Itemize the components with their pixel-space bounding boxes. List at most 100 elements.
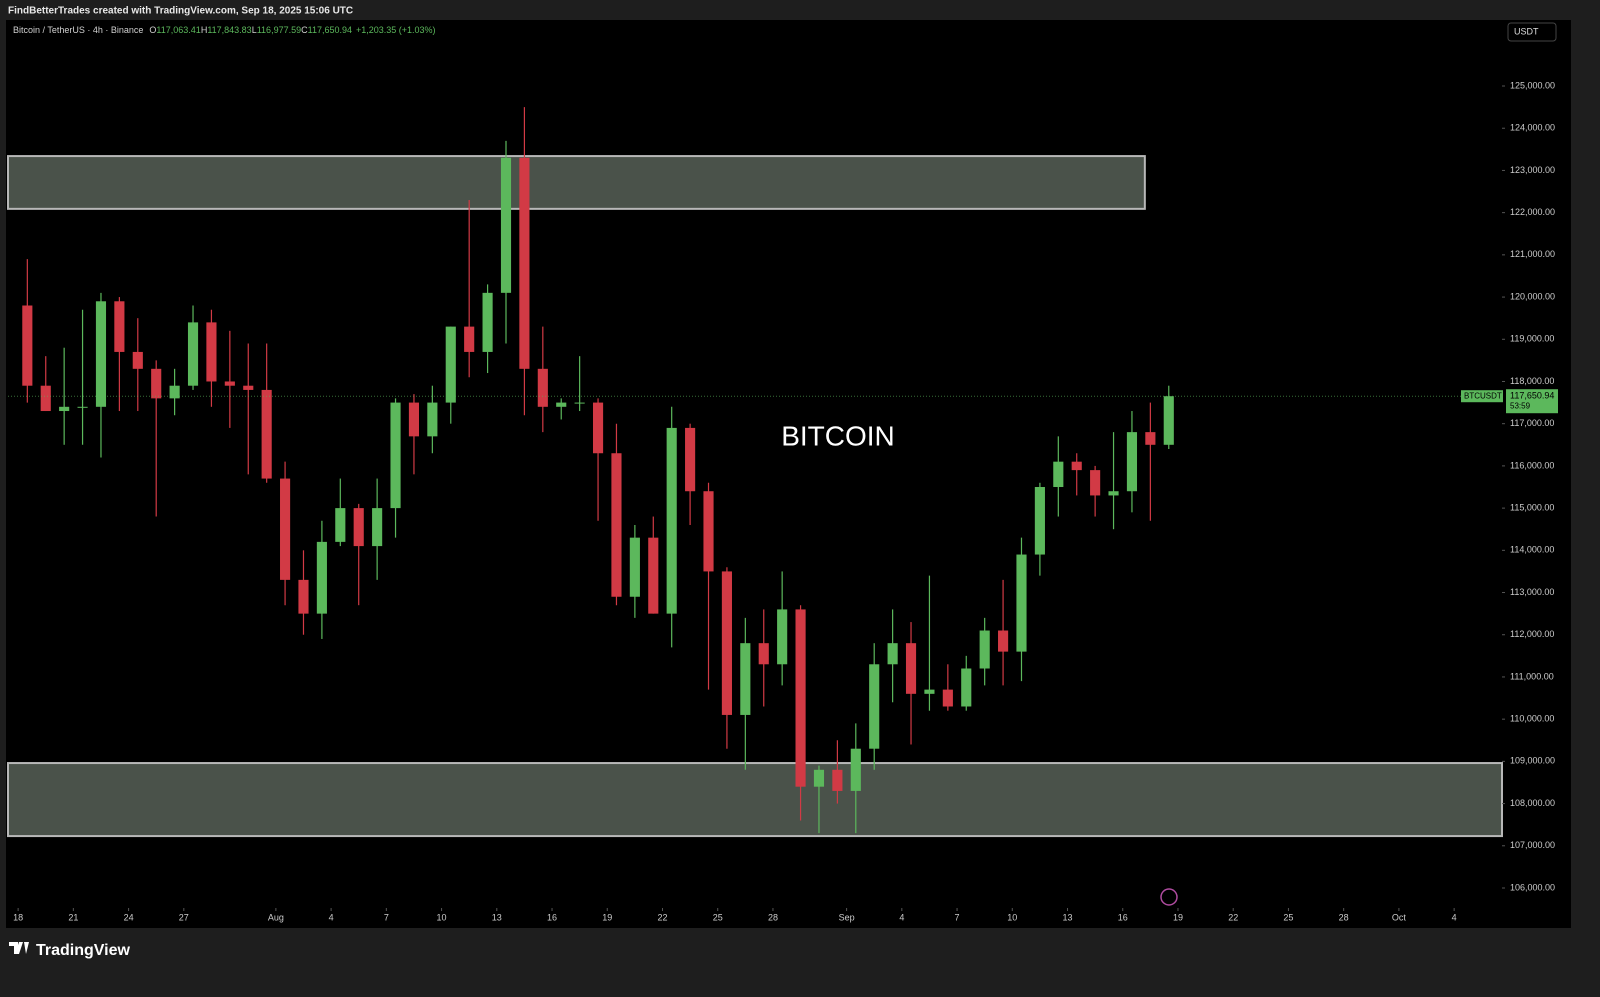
- price-box: [1506, 389, 1558, 414]
- candle-body: [151, 368, 162, 399]
- candle-body: [924, 689, 935, 694]
- candle-body: [206, 322, 217, 382]
- x-tick-label: 22: [657, 912, 667, 922]
- candle-body: [500, 157, 512, 293]
- currency: USDT: [1514, 26, 1539, 36]
- candle-body: [22, 305, 33, 386]
- candle-body: [721, 571, 732, 715]
- x-tick-label: 25: [713, 912, 723, 922]
- y-tick-label: 122,000.00: [1510, 207, 1555, 217]
- legend-text: Bitcoin / TetherUS · 4h · Binance O117,06…: [13, 25, 436, 35]
- y-tick-label: 115,000.00: [1510, 502, 1554, 512]
- x-tick-label: 22: [1228, 912, 1238, 922]
- candle-body: [408, 402, 420, 437]
- ohlc-key: O: [149, 25, 156, 35]
- y-tick-label: 113,000.00: [1510, 587, 1554, 597]
- candle-body: [224, 381, 235, 386]
- x-tick-label: 19: [1173, 912, 1183, 922]
- y-tick-label: 106,000.00: [1510, 882, 1555, 892]
- y-tick-label: 116,000.00: [1510, 460, 1554, 470]
- candle-body: [40, 385, 51, 412]
- y-tick-label: 120,000.00: [1510, 291, 1555, 301]
- candle-body: [353, 508, 364, 547]
- x-tick-label: 13: [1063, 912, 1073, 922]
- candle-body: [1126, 432, 1138, 492]
- zone: [7, 762, 1503, 838]
- candle-body: [1108, 491, 1119, 496]
- x-tick-label: Sep: [839, 912, 855, 922]
- candle-body: [1090, 470, 1101, 496]
- price-tag-bg: [1461, 390, 1503, 403]
- candle-body: [464, 326, 475, 352]
- candle-body: [813, 769, 825, 787]
- y-tick-label: 123,000.00: [1510, 165, 1555, 175]
- y-tick-label: 112,000.00: [1510, 629, 1554, 639]
- candle-body: [998, 630, 1009, 652]
- candle-body: [1016, 554, 1027, 652]
- countdown: 53:59: [1510, 401, 1531, 410]
- x-tick-label: 21: [68, 912, 78, 922]
- y-tick-label: 111,000.00: [1510, 671, 1554, 681]
- candle-body: [372, 508, 383, 547]
- x-tick-label: 4: [1452, 912, 1457, 922]
- candle-body: [519, 157, 530, 369]
- candle-body: [869, 664, 880, 749]
- x-tick-label: 27: [179, 912, 189, 922]
- y-tick-label: 124,000.00: [1510, 123, 1555, 133]
- candle-body: [666, 427, 677, 614]
- x-tick-label: 4: [899, 912, 904, 922]
- y-tick-label: 118,000.00: [1510, 376, 1554, 386]
- price-tag-symbol: BTCUSDT: [1464, 391, 1502, 400]
- candle-body: [537, 368, 548, 407]
- candle-body: [592, 402, 604, 454]
- x-tick-label: Aug: [268, 912, 284, 922]
- annotation: BITCOIN: [781, 420, 895, 451]
- x-tick-label: 19: [602, 912, 612, 922]
- y-tick-label: 108,000.00: [1510, 798, 1555, 808]
- ohlc-key: H: [201, 25, 208, 35]
- candle-body: [850, 748, 861, 791]
- candle-body: [243, 385, 254, 390]
- candle-body: [556, 402, 567, 407]
- candle-body: [1163, 396, 1174, 445]
- ohlc-value: 117,650.94: [308, 25, 352, 35]
- candle-body: [1145, 432, 1156, 445]
- ohlc-value: 117,063.41: [156, 25, 200, 35]
- y-tick-label: 117,000.00: [1510, 418, 1554, 428]
- x-tick-label: 13: [492, 912, 502, 922]
- candle-body: [445, 326, 456, 403]
- candle-body: [187, 322, 199, 386]
- y-tick-label: 121,000.00: [1510, 249, 1555, 259]
- x-tick-label: 28: [768, 912, 778, 922]
- candle-body: [905, 643, 917, 694]
- candle-body: [611, 453, 622, 597]
- x-tick-label: 16: [1118, 912, 1128, 922]
- x-tick-label: 24: [124, 912, 134, 922]
- candle-body: [77, 406, 88, 408]
- candle-body: [648, 537, 659, 614]
- candle-body: [114, 301, 125, 352]
- ohlc-value: 117,843.83: [207, 25, 251, 35]
- candle-body: [335, 508, 346, 542]
- candle-body: [961, 668, 972, 707]
- x-tick-label: 7: [955, 912, 960, 922]
- alert-icon[interactable]: [1160, 888, 1178, 906]
- ohlc-key: C: [301, 25, 308, 35]
- candle-body: [316, 541, 327, 614]
- candle-body: [979, 630, 990, 669]
- y-tick-label: 110,000.00: [1510, 714, 1554, 724]
- x-tick-label: 28: [1339, 912, 1349, 922]
- candle-body: [740, 643, 751, 715]
- y-tick-label: 109,000.00: [1510, 756, 1555, 766]
- candle-body: [758, 643, 769, 665]
- candle-body: [390, 402, 401, 509]
- candle-body: [169, 385, 180, 399]
- candle-body: [942, 689, 953, 707]
- currency-button[interactable]: [1507, 22, 1557, 42]
- candle-body: [629, 537, 640, 597]
- y-tick-label: 107,000.00: [1510, 840, 1555, 850]
- x-tick-label: 16: [547, 912, 557, 922]
- candle-body: [482, 292, 493, 352]
- x-tick-label: 25: [1283, 912, 1293, 922]
